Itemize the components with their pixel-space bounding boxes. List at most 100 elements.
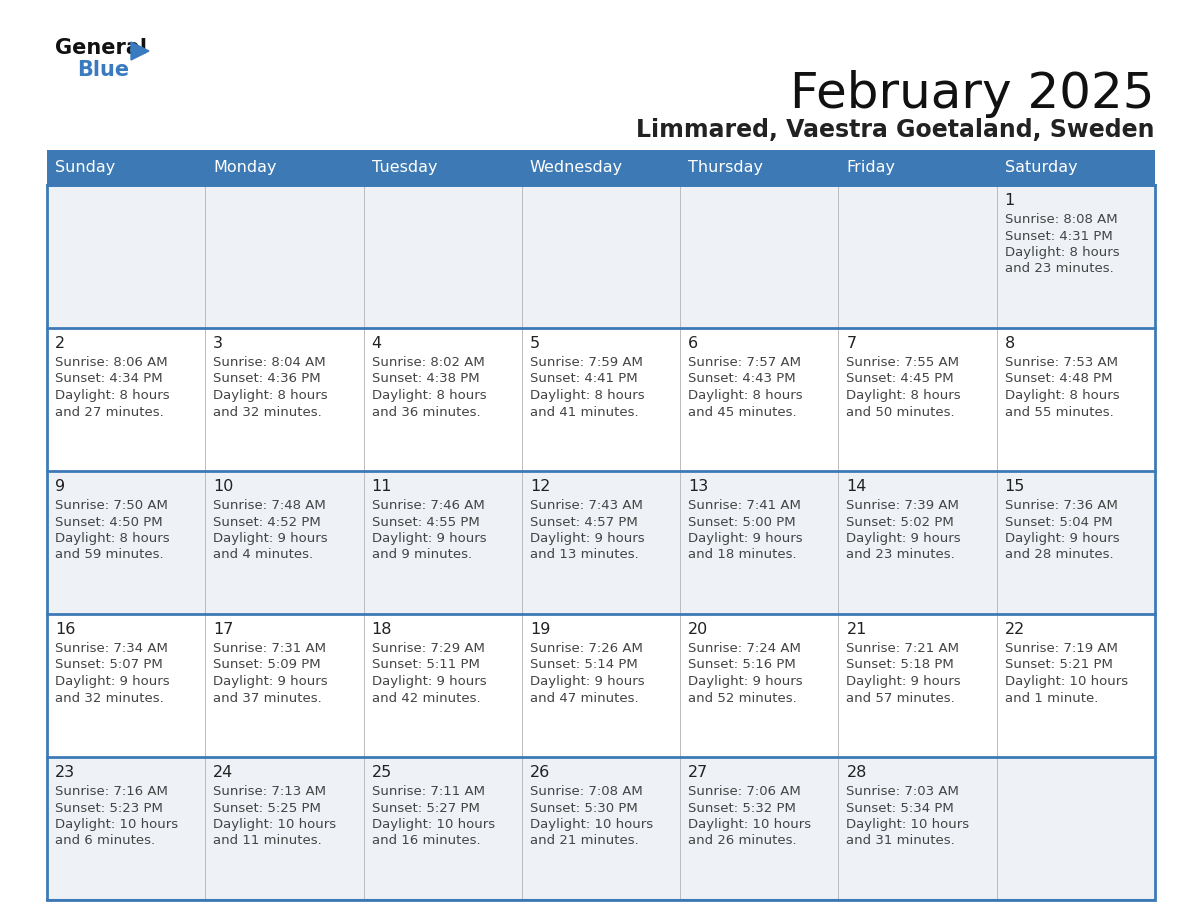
Text: Sunrise: 8:02 AM: Sunrise: 8:02 AM xyxy=(372,356,485,369)
Bar xyxy=(364,185,522,328)
Text: Blue: Blue xyxy=(77,60,129,80)
Text: and 37 minutes.: and 37 minutes. xyxy=(214,691,322,704)
Text: and 28 minutes.: and 28 minutes. xyxy=(1005,548,1113,562)
Text: 26: 26 xyxy=(530,765,550,780)
Text: Sunset: 4:31 PM: Sunset: 4:31 PM xyxy=(1005,230,1112,242)
Text: Daylight: 9 hours: Daylight: 9 hours xyxy=(530,675,644,688)
Bar xyxy=(839,614,997,757)
Text: Daylight: 9 hours: Daylight: 9 hours xyxy=(1005,532,1119,545)
Text: and 45 minutes.: and 45 minutes. xyxy=(688,406,797,419)
Text: Daylight: 10 hours: Daylight: 10 hours xyxy=(530,818,653,831)
Text: 7: 7 xyxy=(846,336,857,351)
Text: and 18 minutes.: and 18 minutes. xyxy=(688,548,797,562)
Text: Daylight: 8 hours: Daylight: 8 hours xyxy=(372,389,486,402)
Text: Sunrise: 7:53 AM: Sunrise: 7:53 AM xyxy=(1005,356,1118,369)
Bar xyxy=(206,328,364,471)
Text: General: General xyxy=(55,38,147,58)
Text: Sunrise: 7:03 AM: Sunrise: 7:03 AM xyxy=(846,785,959,798)
Text: Sunrise: 7:19 AM: Sunrise: 7:19 AM xyxy=(1005,642,1118,655)
Text: Daylight: 8 hours: Daylight: 8 hours xyxy=(1005,246,1119,259)
Bar xyxy=(997,328,1155,471)
Text: and 4 minutes.: and 4 minutes. xyxy=(214,548,314,562)
Text: Sunset: 4:45 PM: Sunset: 4:45 PM xyxy=(846,373,954,386)
Text: Sunset: 5:04 PM: Sunset: 5:04 PM xyxy=(1005,516,1112,529)
Text: and 59 minutes.: and 59 minutes. xyxy=(55,548,164,562)
Text: and 41 minutes.: and 41 minutes. xyxy=(530,406,638,419)
Text: Daylight: 8 hours: Daylight: 8 hours xyxy=(55,389,170,402)
Text: Wednesday: Wednesday xyxy=(530,160,623,175)
Text: Sunrise: 8:08 AM: Sunrise: 8:08 AM xyxy=(1005,213,1118,226)
Text: Sunset: 5:21 PM: Sunset: 5:21 PM xyxy=(1005,658,1113,671)
Text: 18: 18 xyxy=(372,622,392,637)
Bar xyxy=(48,328,206,471)
Text: Daylight: 8 hours: Daylight: 8 hours xyxy=(55,532,170,545)
Polygon shape xyxy=(131,42,148,60)
Text: Sunrise: 7:11 AM: Sunrise: 7:11 AM xyxy=(372,785,485,798)
Text: Sunset: 5:16 PM: Sunset: 5:16 PM xyxy=(688,658,796,671)
Text: 1: 1 xyxy=(1005,193,1015,208)
Text: 5: 5 xyxy=(530,336,541,351)
Text: Sunset: 4:52 PM: Sunset: 4:52 PM xyxy=(214,516,321,529)
Text: Sunrise: 7:43 AM: Sunrise: 7:43 AM xyxy=(530,499,643,512)
Text: and 13 minutes.: and 13 minutes. xyxy=(530,548,639,562)
Text: and 55 minutes.: and 55 minutes. xyxy=(1005,406,1113,419)
Text: and 16 minutes.: and 16 minutes. xyxy=(372,834,480,847)
Bar xyxy=(48,471,206,614)
Bar xyxy=(48,150,206,185)
Bar xyxy=(206,757,364,900)
Text: Sunrise: 7:08 AM: Sunrise: 7:08 AM xyxy=(530,785,643,798)
Text: Sunset: 5:00 PM: Sunset: 5:00 PM xyxy=(688,516,796,529)
Text: Saturday: Saturday xyxy=(1005,160,1078,175)
Text: 19: 19 xyxy=(530,622,550,637)
Text: Sunset: 5:25 PM: Sunset: 5:25 PM xyxy=(214,801,321,814)
Text: 8: 8 xyxy=(1005,336,1015,351)
Text: Daylight: 8 hours: Daylight: 8 hours xyxy=(530,389,644,402)
Text: Friday: Friday xyxy=(846,160,896,175)
Text: Sunrise: 7:41 AM: Sunrise: 7:41 AM xyxy=(688,499,801,512)
Text: and 57 minutes.: and 57 minutes. xyxy=(846,691,955,704)
Text: and 52 minutes.: and 52 minutes. xyxy=(688,691,797,704)
Text: 11: 11 xyxy=(372,479,392,494)
Text: Sunset: 4:48 PM: Sunset: 4:48 PM xyxy=(1005,373,1112,386)
Text: 6: 6 xyxy=(688,336,699,351)
Text: Sunrise: 7:34 AM: Sunrise: 7:34 AM xyxy=(55,642,168,655)
Text: Sunrise: 7:48 AM: Sunrise: 7:48 AM xyxy=(214,499,326,512)
Bar xyxy=(681,757,839,900)
Text: 15: 15 xyxy=(1005,479,1025,494)
Bar xyxy=(522,328,681,471)
Text: Daylight: 9 hours: Daylight: 9 hours xyxy=(530,532,644,545)
Text: Sunset: 5:18 PM: Sunset: 5:18 PM xyxy=(846,658,954,671)
Bar xyxy=(997,757,1155,900)
Text: Sunset: 5:27 PM: Sunset: 5:27 PM xyxy=(372,801,480,814)
Bar xyxy=(681,471,839,614)
Text: Sunrise: 8:06 AM: Sunrise: 8:06 AM xyxy=(55,356,168,369)
Text: Sunset: 5:23 PM: Sunset: 5:23 PM xyxy=(55,801,163,814)
Text: and 23 minutes.: and 23 minutes. xyxy=(1005,263,1113,275)
Text: Sunrise: 7:21 AM: Sunrise: 7:21 AM xyxy=(846,642,960,655)
Text: Sunset: 5:07 PM: Sunset: 5:07 PM xyxy=(55,658,163,671)
Bar xyxy=(839,185,997,328)
Text: 28: 28 xyxy=(846,765,867,780)
Bar xyxy=(681,185,839,328)
Text: and 32 minutes.: and 32 minutes. xyxy=(214,406,322,419)
Bar xyxy=(522,757,681,900)
Bar xyxy=(48,185,206,328)
Bar xyxy=(364,471,522,614)
Text: Sunset: 5:09 PM: Sunset: 5:09 PM xyxy=(214,658,321,671)
Bar xyxy=(839,757,997,900)
Text: Monday: Monday xyxy=(214,160,277,175)
Text: Thursday: Thursday xyxy=(688,160,763,175)
Text: 2: 2 xyxy=(55,336,65,351)
Text: Daylight: 9 hours: Daylight: 9 hours xyxy=(214,532,328,545)
Text: Daylight: 10 hours: Daylight: 10 hours xyxy=(688,818,811,831)
Text: and 27 minutes.: and 27 minutes. xyxy=(55,406,164,419)
Text: 20: 20 xyxy=(688,622,708,637)
Text: Daylight: 8 hours: Daylight: 8 hours xyxy=(214,389,328,402)
Text: Daylight: 10 hours: Daylight: 10 hours xyxy=(372,818,494,831)
Text: Sunset: 4:55 PM: Sunset: 4:55 PM xyxy=(372,516,479,529)
Text: 21: 21 xyxy=(846,622,867,637)
Text: Daylight: 8 hours: Daylight: 8 hours xyxy=(846,389,961,402)
Text: Daylight: 9 hours: Daylight: 9 hours xyxy=(846,675,961,688)
Text: 12: 12 xyxy=(530,479,550,494)
Text: and 6 minutes.: and 6 minutes. xyxy=(55,834,156,847)
